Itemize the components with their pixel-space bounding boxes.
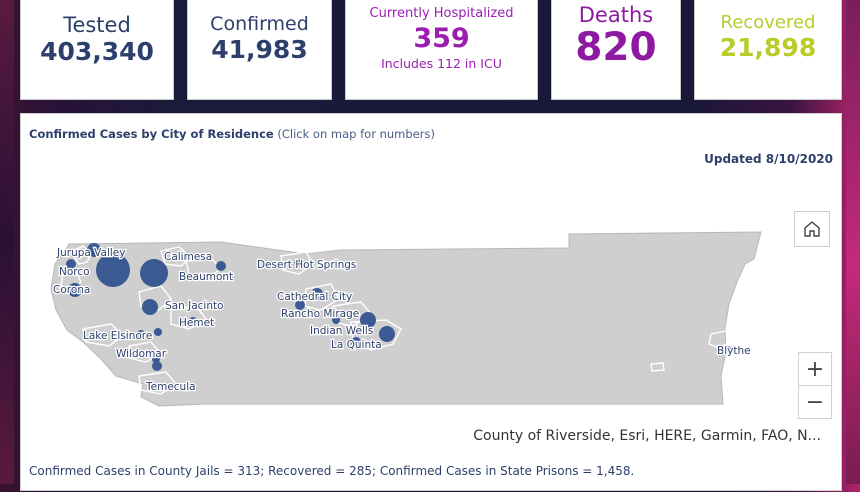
map-title-text: Confirmed Cases by City of Residence (29, 127, 274, 141)
marker-calimesa (182, 252, 190, 260)
marker-moreno-valley (140, 259, 168, 287)
marker-san-jacinto (142, 299, 158, 315)
background-left-frame (0, 0, 14, 484)
county-map[interactable]: Jurupa Valley Norco Corona Calimesa Beau… (21, 114, 843, 492)
marker-riverside (96, 253, 130, 287)
confirmed-card: Confirmed 41,983 (187, 0, 332, 100)
marker-lake-elsinore (137, 330, 145, 338)
map-panel: Jurupa Valley Norco Corona Calimesa Beau… (20, 113, 842, 491)
map-attribution: County of Riverside, Esri, HERE, Garmin,… (473, 428, 821, 444)
case-markers[interactable] (66, 243, 731, 371)
city-label-norco: Norco (59, 266, 90, 278)
city-label-desert-hot-springs: Desert Hot Springs (257, 259, 356, 271)
marker-perris (154, 328, 162, 336)
hospitalized-label: Currently Hospitalized (369, 6, 514, 21)
icu-note: Includes 112 in ICU (381, 56, 502, 71)
county-shape (50, 231, 762, 407)
city-label-la-quinta: La Quinta (331, 339, 382, 351)
home-icon (804, 221, 820, 237)
city-label-lake-elsinore: Lake Elsinore (83, 330, 152, 342)
city-label-rancho-mirage: Rancho Mirage (281, 308, 359, 320)
tested-card: Tested 403,340 (20, 0, 174, 100)
city-label-hemet: Hemet (179, 317, 214, 329)
hospitalized-value: 359 (413, 23, 470, 54)
hospitalized-card: Currently Hospitalized 359 Includes 112 … (345, 0, 538, 100)
background-right-frame (846, 0, 860, 484)
marker-beaumont (216, 261, 226, 271)
city-label-cathedral-city: Cathedral City (277, 291, 352, 303)
city-label-calimesa: Calimesa (164, 251, 212, 263)
tested-value: 403,340 (40, 37, 154, 66)
marker-hemet (189, 317, 197, 325)
marker-indio (379, 326, 395, 342)
updated-date: Updated 8/10/2020 (704, 152, 833, 166)
marker-temecula (152, 361, 162, 371)
city-label-blythe: Blythe (717, 345, 751, 357)
map-subtitle: (Click on map for numbers) (273, 127, 435, 141)
marker-wildomar (152, 355, 160, 363)
recovered-card: Recovered 21,898 (694, 0, 842, 100)
deaths-value: 820 (575, 25, 657, 70)
footer-note: Confirmed Cases in County Jails = 313; R… (29, 464, 635, 478)
city-label-corona: Corona (53, 284, 90, 296)
marker-palm-springs (295, 300, 305, 310)
deaths-label: Deaths (578, 3, 654, 27)
marker-desert-hot-springs (294, 259, 302, 267)
marker-jurupa-valley (87, 243, 101, 257)
city-label-wildomar: Wildomar (116, 348, 167, 360)
zoom-out-button[interactable]: − (798, 385, 832, 419)
marker-blythe (725, 346, 731, 352)
marker-rancho-mirage (332, 316, 340, 324)
city-label-temecula: Temecula (145, 381, 196, 393)
city-label-san-jacinto: San Jacinto (165, 300, 224, 312)
confirmed-value: 41,983 (211, 35, 308, 64)
city-label-beaumont: Beaumont (179, 271, 233, 283)
tested-label: Tested (63, 13, 131, 37)
confirmed-label: Confirmed (210, 13, 309, 35)
marker-la-quinta (351, 337, 361, 347)
marker-palm-desert (360, 312, 376, 328)
marker-cathedral-city (311, 288, 323, 300)
city-label-indian-wells: Indian Wells (310, 325, 373, 337)
home-button[interactable] (794, 211, 830, 247)
city-label-jurupa-valley: Jurupa Valley (56, 247, 125, 259)
marker-corona (68, 283, 82, 297)
map-title: Confirmed Cases by City of Residence (Cl… (29, 127, 435, 141)
recovered-label: Recovered (720, 12, 816, 33)
marker-norco (66, 259, 76, 269)
deaths-card: Deaths 820 (551, 0, 681, 100)
zoom-in-button[interactable]: + (798, 352, 832, 386)
recovered-value: 21,898 (719, 33, 817, 62)
